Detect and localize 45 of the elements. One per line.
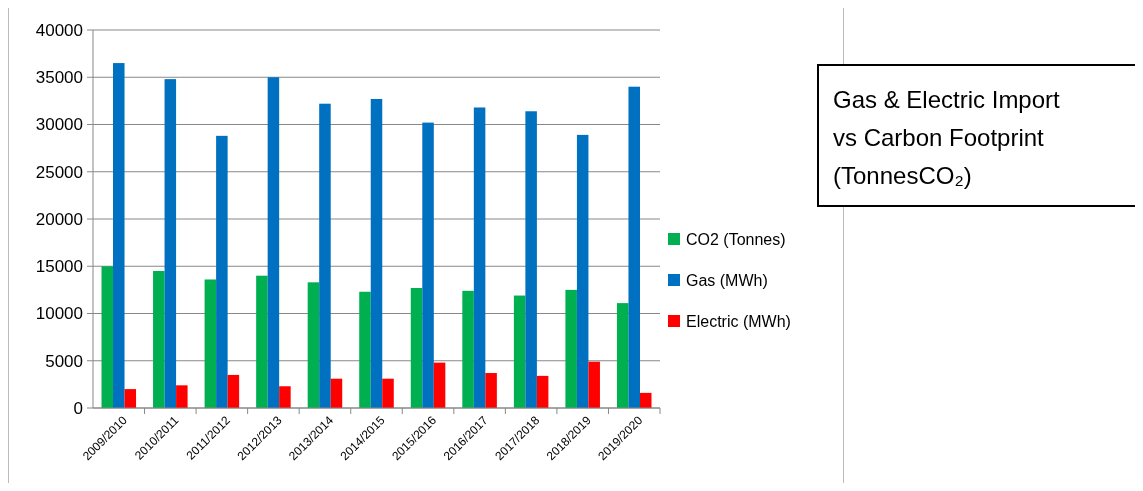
bar bbox=[485, 373, 497, 408]
y-tick-label: 10000 bbox=[35, 304, 83, 324]
bar bbox=[462, 290, 474, 408]
y-tick-label: 0 bbox=[73, 398, 83, 418]
y-tick-label: 5000 bbox=[45, 351, 83, 371]
bar bbox=[204, 279, 217, 408]
bar bbox=[422, 122, 434, 408]
bar bbox=[513, 295, 526, 408]
legend-label: CO2 (Tonnes) bbox=[686, 230, 786, 248]
bar bbox=[565, 289, 577, 408]
y-tick-label: 25000 bbox=[35, 162, 83, 182]
bar bbox=[164, 79, 177, 408]
bar bbox=[113, 63, 125, 408]
bar bbox=[227, 374, 240, 408]
y-tick-label: 35000 bbox=[35, 68, 83, 88]
bar bbox=[279, 386, 291, 408]
y-tick-label: 15000 bbox=[35, 257, 83, 277]
bar bbox=[330, 378, 343, 408]
bar bbox=[410, 287, 423, 408]
bar bbox=[153, 270, 165, 408]
bar bbox=[588, 361, 600, 408]
bar bbox=[176, 385, 188, 408]
y-tick-label: 30000 bbox=[35, 115, 83, 135]
bar bbox=[536, 375, 549, 408]
bar bbox=[319, 103, 331, 408]
bar bbox=[216, 135, 228, 408]
legend-label: Electric (MWh) bbox=[686, 312, 791, 330]
bar bbox=[525, 111, 537, 408]
bar bbox=[382, 378, 394, 408]
bar bbox=[267, 77, 280, 408]
bar bbox=[616, 303, 629, 408]
bar bbox=[307, 282, 320, 408]
bar bbox=[101, 266, 114, 408]
bar bbox=[256, 275, 268, 408]
y-tick-label: 40000 bbox=[35, 20, 83, 40]
bar bbox=[124, 389, 137, 408]
bar bbox=[370, 98, 383, 408]
bar bbox=[433, 362, 446, 408]
text: Gas & Electric Import vs Carbon Footprint (TonnesCO₂) bbox=[833, 86, 1061, 189]
bar bbox=[359, 291, 371, 408]
bar bbox=[576, 134, 589, 408]
legend-label: Gas (MWh) bbox=[686, 271, 768, 289]
y-tick-label: 20000 bbox=[35, 209, 83, 229]
bar bbox=[473, 107, 486, 408]
bar bbox=[628, 86, 640, 408]
